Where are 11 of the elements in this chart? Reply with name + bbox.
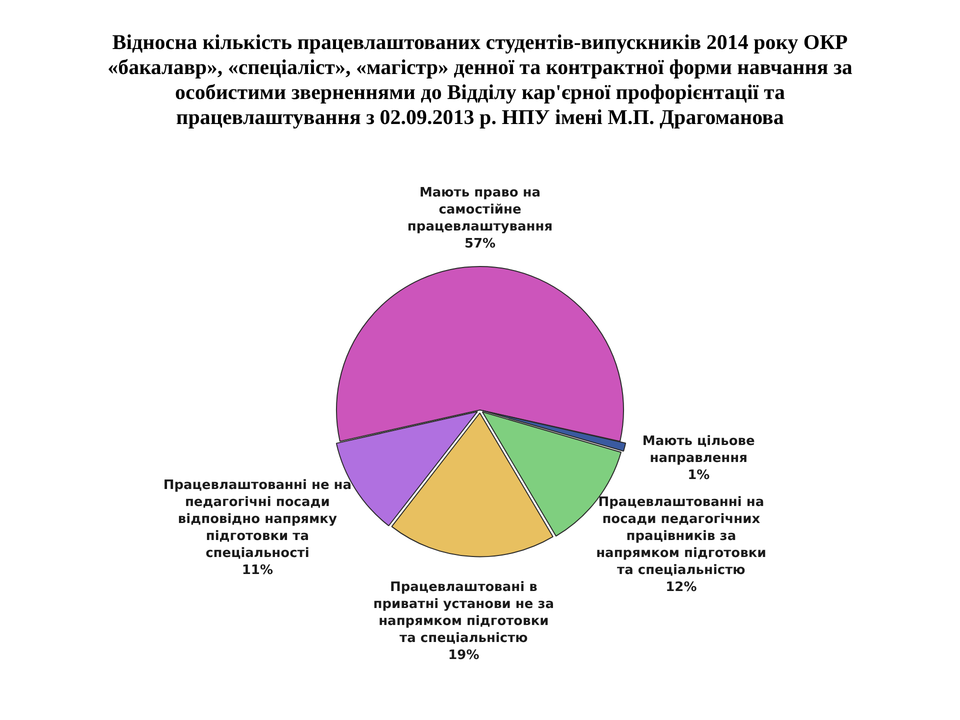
slice-label: Працевлаштованні на посади педагогічних працівників за напрямком підготовки та спеціальністю [596,495,766,578]
data-label: 57% [464,236,496,252]
data-label: 19% [448,648,480,663]
slice-label: Працевлаштованні не на педагогічні посади відповідно напрямку підготовки та спеціальності [163,478,352,562]
slice-label: Працевлаштовані в приватні установи не за напрямком підготовки та спеціальністю [373,580,554,646]
data-label: 11% [242,563,273,578]
slice-label: Мають право на самостійне працевлаштування [407,185,553,234]
slice-label: Мають цільове направлення [642,434,756,466]
data-label: 1% [688,468,710,483]
data-label: 12% [666,580,697,596]
chart-title: Відносна кількість працевлаштованих студентів-випускників 2014 року ОКР «бакалавр», «спеціаліст», «магістр» денної та контрактної форми навчання за особистими зверненнями до Відділу кар'єрної профорієнтації та працевлаштування з 02.09.2013 р. НПУ імені М.П. Драгоманова [106,29,854,131]
